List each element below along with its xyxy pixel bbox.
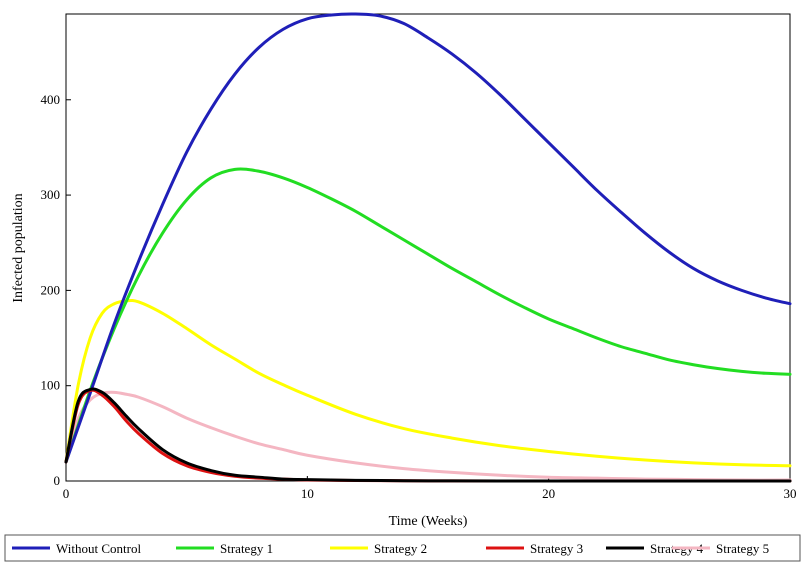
legend-label-strategy-1: Strategy 1 xyxy=(220,541,273,556)
y-tick-label: 300 xyxy=(41,187,61,202)
series-line-without-control xyxy=(64,12,792,464)
series-line-strategy-1 xyxy=(64,167,792,464)
legend: Without Control Strategy 1 Strategy 2 Strat… xyxy=(12,541,769,556)
y-tick-label: 0 xyxy=(54,473,61,488)
x-tick-label: 30 xyxy=(784,486,797,501)
x-axis-title: Time (Weeks) xyxy=(389,514,468,529)
y-axis-title: Infected population xyxy=(11,193,26,302)
series-line-strategy-4 xyxy=(64,387,792,483)
y-tick-label: 400 xyxy=(41,92,61,107)
series-line-strategy-3 xyxy=(64,388,792,483)
y-tick-label: 100 xyxy=(41,378,61,393)
legend-label-without-control: Without Control xyxy=(56,541,141,556)
legend-label-strategy-5: Strategy 5 xyxy=(716,541,769,556)
x-tick-label: 0 xyxy=(63,486,70,501)
legend-label-strategy-2: Strategy 2 xyxy=(374,541,427,556)
legend-box xyxy=(4,534,801,562)
x-tick-label: 20 xyxy=(542,486,555,501)
x-tick-label: 10 xyxy=(301,486,314,501)
series-lines xyxy=(64,12,792,483)
series-line-strategy-5 xyxy=(64,390,792,482)
legend-label-strategy-3: Strategy 3 xyxy=(530,541,583,556)
y-tick-label: 200 xyxy=(41,282,61,297)
series-line-strategy-2 xyxy=(64,298,792,468)
